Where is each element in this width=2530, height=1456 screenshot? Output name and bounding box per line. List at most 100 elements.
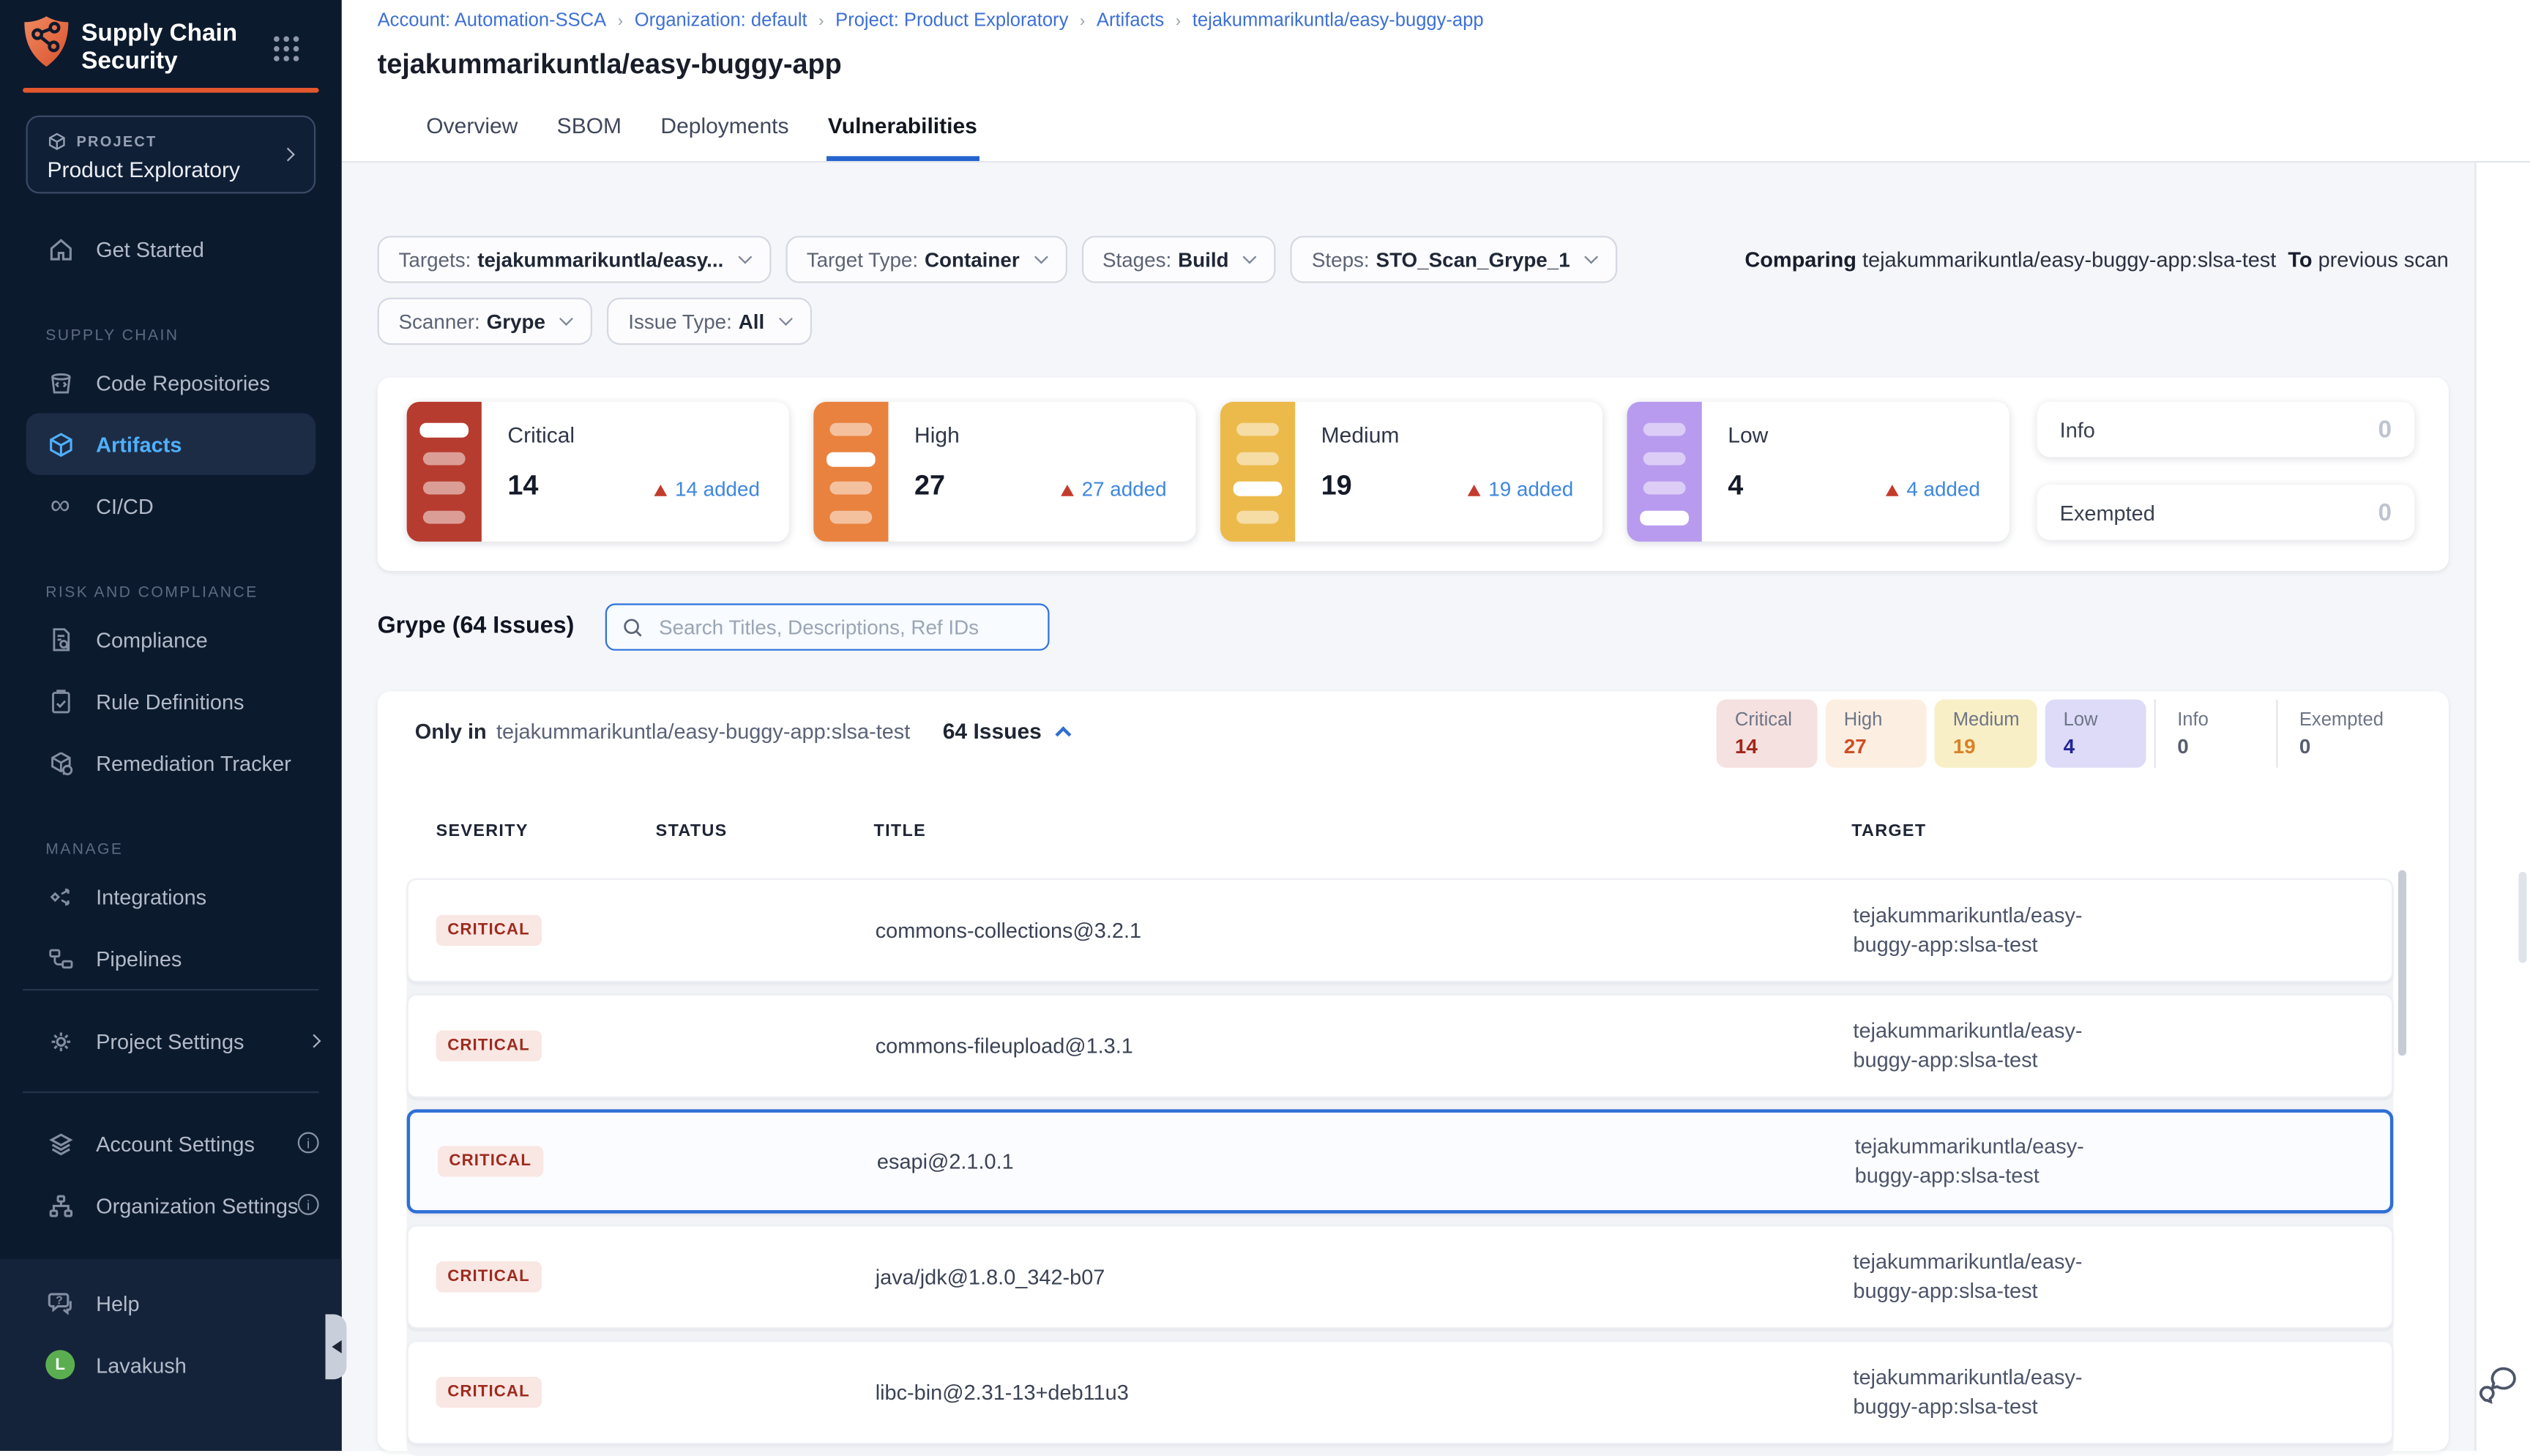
issue-row[interactable]: CRITICAL commons-fileupload@1.3.1 tejakumm… xyxy=(406,993,2394,1098)
filter-stages-dropdown[interactable]: Stages: Build xyxy=(1081,236,1276,283)
user-menu[interactable]: L Lavakush xyxy=(0,1334,342,1395)
filter-label: Target Type: xyxy=(806,247,919,271)
filter-steps-dropdown[interactable]: Steps: STO_Scan_Grype_1 xyxy=(1290,236,1618,283)
sidebar-item-label: Account Settings xyxy=(96,1131,255,1156)
filter-value: Container xyxy=(924,247,1020,271)
tab-overview[interactable]: Overview xyxy=(426,113,518,138)
sidebar-item-artifacts[interactable]: Artifacts xyxy=(26,413,316,475)
project-selector-name: Product Exploratory xyxy=(47,157,240,182)
info-card[interactable]: Info 0 xyxy=(2037,401,2415,458)
issue-row[interactable]: CRITICAL esapi@2.1.0.1 tejakummarikuntla/e… xyxy=(406,1109,2394,1214)
severity-card-count: 4 xyxy=(1728,470,1744,501)
sidebar-item-rule-definitions[interactable]: Rule Definitions xyxy=(0,670,342,731)
column-header-status: STATUS xyxy=(655,821,728,841)
issues-count: 64 Issues xyxy=(942,719,1042,744)
issue-row[interactable]: CRITICAL java/jdk@1.8.0_342-b07 tejakummar… xyxy=(406,1225,2394,1329)
sidebar-item-code-repositories[interactable]: Code Repositories xyxy=(0,351,342,413)
chevron-right-icon: › xyxy=(818,12,824,31)
side-card-label: Exempted xyxy=(2059,500,2155,525)
breadcrumb-link[interactable]: Organization: default xyxy=(634,11,807,31)
breadcrumb-link[interactable]: Account: Automation-SSCA xyxy=(377,11,607,31)
app-title: Supply Chain Security xyxy=(81,19,238,75)
breadcrumb-link[interactable]: Project: Product Exploratory xyxy=(835,11,1069,31)
help-chat-icon: ? xyxy=(45,1288,75,1318)
chip-label: High xyxy=(1843,711,1883,731)
sidebar-item-label: Integrations xyxy=(96,884,207,908)
user-name: Lavakush xyxy=(96,1352,187,1377)
chip-critical[interactable]: Critical 14 xyxy=(1717,699,1818,768)
breadcrumb-link[interactable]: Artifacts xyxy=(1096,11,1165,31)
breadcrumb-link[interactable]: tejakummarikuntla/easy-buggy-app xyxy=(1192,11,1484,31)
tab-sbom[interactable]: SBOM xyxy=(556,113,622,138)
sidebar-item-ci-cd[interactable]: ∞ CI/CD xyxy=(0,475,342,537)
chevron-up-icon[interactable] xyxy=(1055,725,1072,742)
tab-vulnerabilities[interactable]: Vulnerabilities xyxy=(826,96,979,161)
chip-low[interactable]: Low 4 xyxy=(2045,699,2146,768)
severity-added-link[interactable]: 4 added xyxy=(1885,478,1980,501)
divider xyxy=(23,988,319,991)
column-header-title: TITLE xyxy=(873,821,926,841)
issues-table: CRITICAL commons-collections@3.2.1 tejakum… xyxy=(406,878,2394,1456)
severity-card-high[interactable]: High 27 27 added xyxy=(813,401,1196,542)
sidebar-item-get-started[interactable]: Get Started xyxy=(0,218,342,280)
filter-issue-type-dropdown[interactable]: Issue Type: All xyxy=(607,297,812,346)
chip-info[interactable]: Info 0 xyxy=(2154,699,2269,768)
issue-row[interactable]: CRITICAL commons-collections@3.2.1 tejakum… xyxy=(406,878,2394,983)
table-scrollbar[interactable] xyxy=(2397,870,2407,1056)
chip-label: Medium xyxy=(1952,711,2020,731)
project-selector[interactable]: PROJECT Product Exploratory xyxy=(26,115,316,194)
severity-card-critical[interactable]: Critical 14 14 added xyxy=(406,401,789,542)
sidebar-item-pipelines[interactable]: Pipelines xyxy=(0,927,342,989)
supply-chain-security-logo-icon xyxy=(24,16,69,67)
infinity-icon: ∞ xyxy=(50,489,70,521)
filter-label: Stages: xyxy=(1102,247,1172,271)
app-switcher-grid-icon[interactable] xyxy=(270,32,302,64)
right-gutter xyxy=(2474,163,2530,1452)
chip-high[interactable]: High 27 xyxy=(1826,699,1928,768)
severity-card-medium[interactable]: Medium 19 19 added xyxy=(1220,401,1603,542)
sidebar-item-organization-settings[interactable]: Organization Settings i xyxy=(0,1174,342,1236)
page-scrollbar[interactable] xyxy=(2518,871,2527,963)
project-cube-icon xyxy=(47,132,67,152)
pipe-icon xyxy=(45,944,75,973)
chip-exempted[interactable]: Exempted 0 xyxy=(2276,699,2410,768)
sidebar-item-integrations[interactable]: Integrations xyxy=(0,865,342,927)
avatar: L xyxy=(45,1350,75,1380)
sidebar-item-help[interactable]: ? Help xyxy=(0,1272,342,1334)
boxw-icon xyxy=(45,748,75,777)
issue-row[interactable]: CRITICAL libc-bin@2.31-13+deb11u3 tejakumm… xyxy=(406,1340,2394,1445)
sidebar-collapse-handle[interactable] xyxy=(325,1314,347,1380)
layers-gear-icon xyxy=(45,1129,75,1158)
exempted-card[interactable]: Exempted 0 xyxy=(2037,485,2415,540)
filter-targets-dropdown[interactable]: Targets: tejakummarikuntla/easy... xyxy=(377,236,771,283)
feedback-chat-icon[interactable] xyxy=(2474,1363,2520,1405)
sidebar-item-project-settings[interactable]: Project Settings xyxy=(0,1010,342,1072)
sidebar-item-compliance[interactable]: Compliance xyxy=(0,608,342,670)
meter-dash xyxy=(419,422,469,438)
severity-added-link[interactable]: 14 added xyxy=(654,478,760,501)
filters-row-1: Targets: tejakummarikuntla/easy... Target … xyxy=(377,236,1618,283)
severity-added-link[interactable]: 27 added xyxy=(1060,478,1167,501)
issues-search[interactable] xyxy=(605,603,1050,651)
info-icon[interactable]: i xyxy=(297,1132,319,1154)
severity-badge: CRITICAL xyxy=(436,1030,542,1061)
severity-filter-chips: Critical 14 High 27 Medium 19 Low 4 Info 0 Exempte… xyxy=(1717,699,2410,768)
filter-label: Issue Type: xyxy=(628,310,732,333)
issue-title: java/jdk@1.8.0_342-b07 xyxy=(875,1264,1105,1289)
tab-deployments[interactable]: Deployments xyxy=(660,113,789,138)
info-icon[interactable]: i xyxy=(297,1193,319,1215)
search-input[interactable] xyxy=(655,613,1034,641)
severity-meter-icon xyxy=(1627,401,1702,542)
chip-medium[interactable]: Medium 19 xyxy=(1935,699,2038,768)
filter-label: Steps: xyxy=(1311,247,1370,271)
sidebar-item-remediation-tracker[interactable]: Remediation Tracker xyxy=(0,732,342,794)
sidebar-item-account-settings[interactable]: Account Settings i xyxy=(0,1113,342,1174)
sidebar-section-header: MANAGE xyxy=(45,840,124,859)
severity-card-low[interactable]: Low 4 4 added xyxy=(1627,401,2010,542)
only-in-label: Only in xyxy=(414,719,487,744)
filter-scanner-dropdown[interactable]: Scanner: Grype xyxy=(377,297,593,346)
filter-target-type-dropdown[interactable]: Target Type: Container xyxy=(785,236,1067,283)
severity-added-link[interactable]: 19 added xyxy=(1467,478,1573,501)
chip-label: Critical xyxy=(1734,711,1792,731)
search-icon xyxy=(622,616,644,638)
